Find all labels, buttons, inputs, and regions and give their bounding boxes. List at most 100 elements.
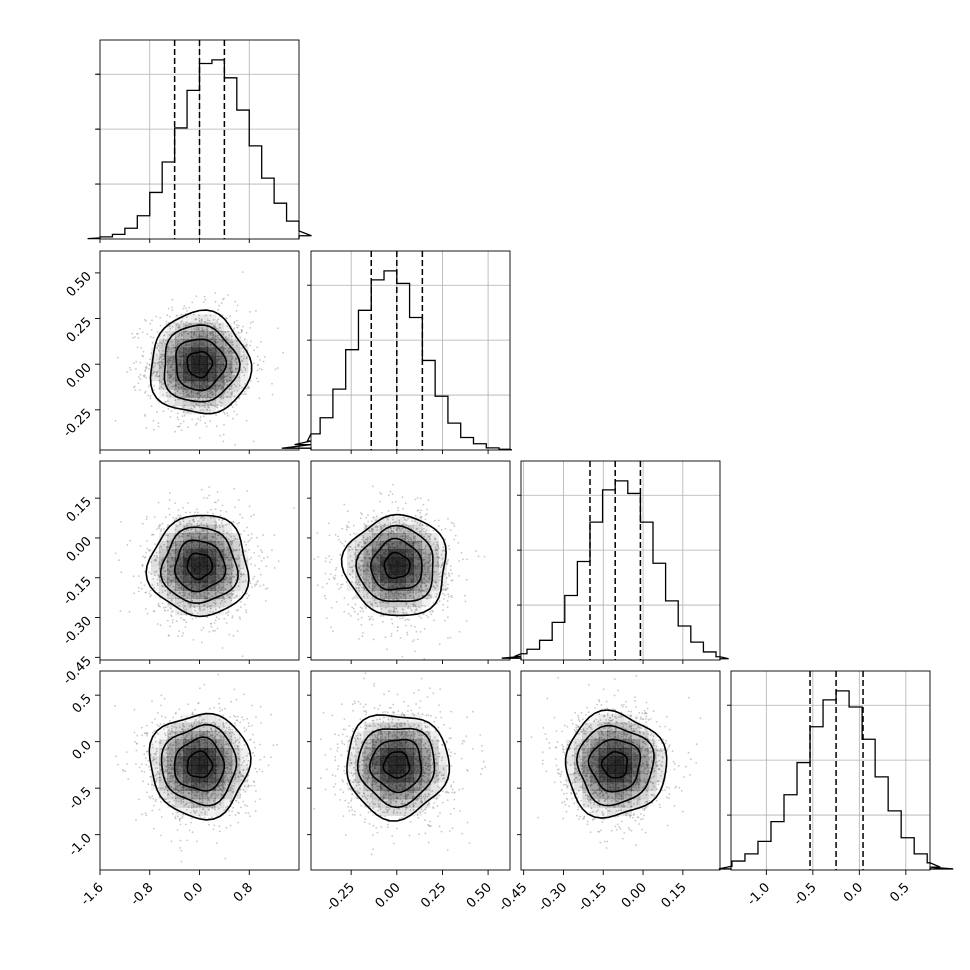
density-cell bbox=[355, 533, 364, 542]
sample-point bbox=[225, 381, 228, 383]
sample-point bbox=[421, 589, 423, 592]
sample-point bbox=[251, 320, 254, 323]
sample-point bbox=[167, 371, 170, 374]
sample-point bbox=[424, 530, 426, 533]
density-cell bbox=[175, 372, 184, 382]
sample-point bbox=[197, 595, 199, 598]
sample-point bbox=[221, 504, 224, 507]
sample-point bbox=[450, 594, 453, 597]
density-cell bbox=[199, 606, 208, 616]
sample-point bbox=[375, 541, 378, 544]
sample-point bbox=[405, 536, 408, 538]
sample-point bbox=[220, 543, 223, 545]
sample-point bbox=[429, 575, 431, 577]
sample-point bbox=[450, 565, 452, 567]
sample-point bbox=[359, 560, 362, 562]
sample-point bbox=[210, 338, 213, 341]
sample-point bbox=[377, 538, 380, 540]
sample-point bbox=[427, 499, 430, 502]
sample-point bbox=[193, 606, 196, 609]
sample-point bbox=[359, 606, 362, 609]
sample-point bbox=[238, 544, 241, 547]
sample-point bbox=[145, 427, 148, 429]
sample-point bbox=[178, 583, 181, 586]
sample-point bbox=[217, 534, 220, 537]
sample-point bbox=[226, 396, 229, 398]
sample-point bbox=[436, 556, 439, 559]
sample-point bbox=[348, 612, 350, 615]
sample-point bbox=[404, 502, 407, 504]
sample-point bbox=[234, 371, 237, 373]
density-cell bbox=[207, 314, 217, 324]
density-cell bbox=[159, 355, 168, 365]
density-cell bbox=[438, 582, 447, 591]
density-cell bbox=[388, 533, 398, 542]
sample-point bbox=[212, 512, 215, 515]
density-cell bbox=[167, 524, 176, 534]
sample-point bbox=[182, 420, 185, 423]
sample-point bbox=[185, 389, 187, 392]
sample-point bbox=[174, 541, 177, 544]
histogram-panel-2 bbox=[501, 460, 729, 661]
sample-point bbox=[205, 425, 208, 428]
sample-point bbox=[181, 635, 184, 637]
sample-point bbox=[163, 606, 165, 609]
sample-point bbox=[195, 329, 198, 331]
sample-point bbox=[447, 572, 450, 574]
contour-2-sigma bbox=[145, 514, 250, 618]
sample-point bbox=[170, 381, 172, 383]
density-grid bbox=[347, 516, 447, 616]
density-cell bbox=[207, 405, 217, 415]
sample-point bbox=[162, 570, 164, 572]
sample-point bbox=[387, 494, 390, 497]
sample-point bbox=[197, 398, 199, 401]
sample-point bbox=[214, 394, 217, 396]
sample-point bbox=[216, 341, 219, 343]
density-cell bbox=[199, 557, 208, 567]
sample-point bbox=[180, 617, 182, 619]
sample-point bbox=[398, 521, 401, 524]
sample-point bbox=[167, 572, 170, 575]
density-cell bbox=[159, 380, 168, 390]
sample-point bbox=[198, 397, 201, 399]
sample-point bbox=[427, 616, 430, 619]
sample-point bbox=[380, 493, 383, 495]
sample-point bbox=[176, 344, 179, 347]
sample-point bbox=[151, 584, 154, 586]
density-cell bbox=[191, 364, 200, 373]
density-cell bbox=[151, 582, 160, 591]
sample-point bbox=[180, 345, 183, 348]
sample-point bbox=[156, 331, 159, 333]
sample-point bbox=[438, 556, 441, 559]
sample-point bbox=[174, 528, 177, 531]
sample-point bbox=[435, 571, 437, 574]
sample-point bbox=[164, 590, 167, 592]
density-cell bbox=[396, 541, 406, 550]
sample-point bbox=[230, 563, 233, 566]
density-cell bbox=[167, 322, 176, 332]
density-cell bbox=[199, 331, 208, 340]
sample-point bbox=[452, 522, 455, 525]
sample-point bbox=[227, 567, 230, 570]
sample-point bbox=[420, 530, 423, 533]
sample-point bbox=[429, 553, 432, 555]
sample-point bbox=[245, 592, 248, 595]
sample-point bbox=[407, 592, 410, 595]
sample-point bbox=[191, 418, 194, 421]
sample-point bbox=[170, 583, 173, 585]
sample-point bbox=[152, 578, 155, 580]
density-cell bbox=[191, 314, 200, 324]
sample-point bbox=[169, 492, 171, 494]
sample-point bbox=[184, 539, 187, 542]
panel-frame bbox=[730, 670, 931, 871]
sample-point bbox=[183, 619, 186, 621]
sample-point bbox=[164, 343, 166, 345]
sample-point bbox=[226, 384, 229, 386]
sample-point bbox=[208, 396, 211, 399]
sample-point bbox=[177, 550, 180, 552]
sample-point bbox=[231, 616, 234, 619]
sample-point bbox=[168, 325, 171, 328]
density-cell bbox=[199, 364, 208, 373]
density-cell bbox=[239, 557, 249, 567]
sample-point bbox=[163, 543, 166, 546]
